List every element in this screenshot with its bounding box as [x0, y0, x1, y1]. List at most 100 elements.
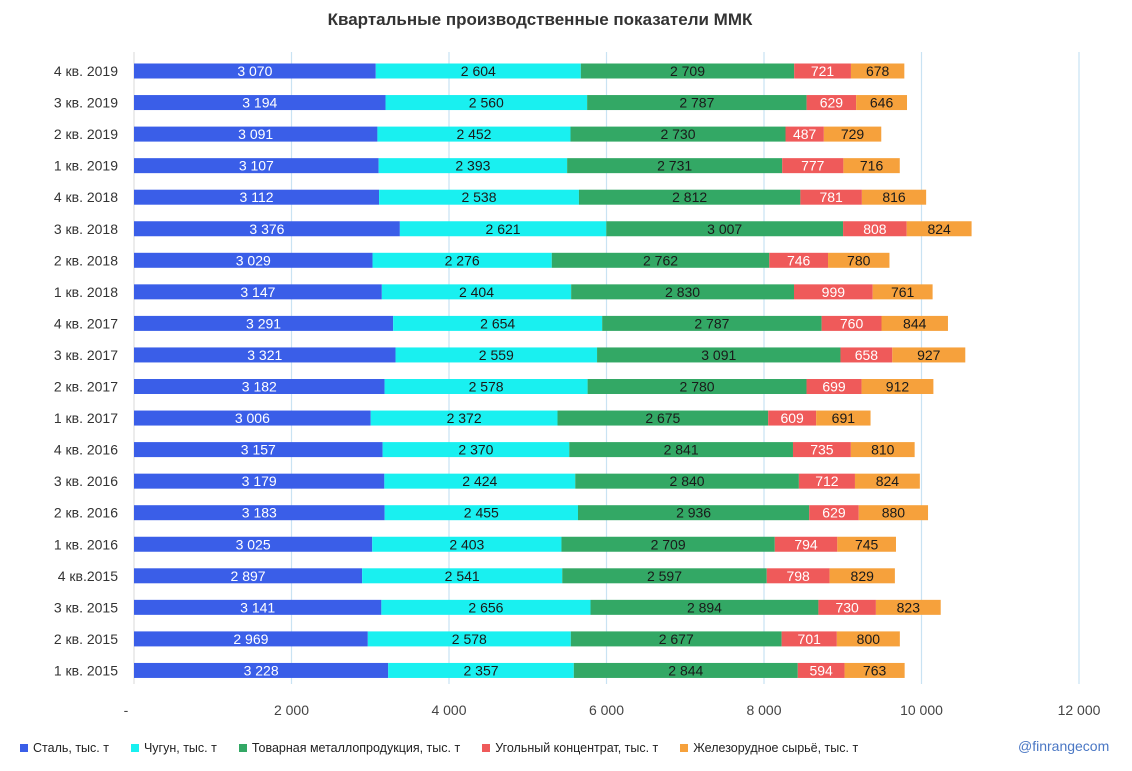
data-label: 2 654: [480, 315, 515, 331]
bar-segment: [843, 221, 907, 237]
data-label: 2 812: [672, 189, 707, 205]
data-label: 2 559: [479, 347, 514, 363]
data-label: 2 538: [461, 189, 496, 205]
category-label: 2 кв. 2016: [54, 505, 118, 521]
data-label: 829: [851, 568, 875, 584]
data-label: 800: [857, 631, 881, 647]
category-label: 2 кв. 2017: [54, 379, 118, 395]
data-label: 2 404: [459, 284, 494, 300]
data-label: 808: [863, 221, 887, 237]
bar-segment: [399, 221, 607, 237]
bar-segment: [785, 126, 824, 142]
data-label: 794: [794, 536, 818, 552]
data-label: 701: [798, 631, 822, 647]
data-label: 912: [886, 379, 910, 395]
data-label: 3 107: [239, 158, 274, 174]
data-label: 780: [847, 252, 871, 268]
bar-segment: [134, 410, 371, 426]
bar-segment: [562, 568, 767, 584]
data-label: 646: [870, 95, 894, 111]
bar-segment: [381, 599, 591, 615]
data-label: 3 112: [240, 189, 274, 205]
data-label: 2 656: [468, 599, 503, 615]
data-label: 2 709: [670, 63, 705, 79]
data-label: 2 276: [445, 252, 480, 268]
x-tick-label: -: [124, 702, 129, 718]
bar-segment: [861, 189, 927, 205]
bar-segment: [551, 252, 770, 268]
data-label: 3 183: [242, 505, 277, 521]
data-label: 816: [882, 189, 906, 205]
data-label: 3 091: [701, 347, 736, 363]
bar-segment: [606, 221, 844, 237]
bar-segment: [134, 599, 382, 615]
category-label: 3 кв. 2019: [54, 95, 118, 111]
data-label: 746: [787, 252, 811, 268]
bar-segment: [561, 536, 775, 552]
bar-segment: [587, 95, 807, 111]
bar-segment: [557, 410, 769, 426]
bar-segment: [844, 662, 905, 678]
bar-segment: [134, 568, 363, 584]
category-label: 4 кв. 2019: [54, 63, 118, 79]
legend-swatch: [130, 744, 139, 752]
data-label: 2 578: [452, 631, 487, 647]
bar-segment: [782, 158, 844, 174]
data-label: 3 091: [238, 126, 273, 142]
data-label: 2 780: [680, 379, 715, 395]
data-label: 2 675: [645, 410, 680, 426]
category-label: 2 кв. 2018: [54, 252, 118, 268]
data-label: 678: [866, 63, 890, 79]
bar-segment: [134, 536, 373, 552]
bar-segment: [134, 126, 378, 142]
legend-item: Угольный концентрат, тыс. т: [482, 741, 658, 755]
data-label: 2 604: [461, 63, 496, 79]
legend-swatch: [482, 744, 491, 752]
bar-segment: [367, 631, 571, 647]
bar-segment: [384, 473, 576, 489]
data-label: 823: [897, 599, 921, 615]
data-label: 3 006: [235, 410, 270, 426]
data-label: 729: [841, 126, 865, 142]
data-label: 2 455: [464, 505, 499, 521]
legend-item: Чугун, тыс. т: [130, 741, 217, 755]
bar-segment: [372, 536, 562, 552]
data-label: 2 424: [462, 473, 497, 489]
bar-segment: [602, 315, 822, 331]
legend-label: Чугун, тыс. т: [143, 741, 217, 755]
bar-segment: [381, 284, 572, 300]
bar-segment: [379, 189, 579, 205]
data-label: 2 840: [670, 473, 705, 489]
x-tick-label: 8 000: [746, 702, 781, 718]
data-label: 2 762: [643, 252, 678, 268]
legend-swatch: [680, 744, 689, 752]
data-label: 2 372: [447, 410, 482, 426]
bar-segment: [850, 442, 915, 458]
category-label: 4 кв. 2017: [54, 315, 118, 331]
data-label: 3 007: [707, 221, 742, 237]
data-label: 2 403: [449, 536, 484, 552]
bar-segment: [840, 347, 893, 363]
category-label: 4 кв.2015: [58, 568, 118, 584]
bar-segment: [872, 284, 933, 300]
bar-segment: [836, 631, 900, 647]
bar-segment: [856, 95, 908, 111]
bar-segment: [850, 63, 905, 79]
bar-segment: [881, 315, 948, 331]
data-label: 763: [863, 662, 887, 678]
legend-label: Товарная металлопродукция, тыс. т: [251, 741, 461, 755]
x-tick-label: 6 000: [589, 702, 624, 718]
data-label: 3 194: [242, 95, 277, 111]
legend-label: Угольный концентрат, тыс. т: [495, 741, 659, 755]
data-label: 3 029: [236, 252, 271, 268]
data-label: 2 578: [469, 379, 504, 395]
bar-segment: [806, 379, 862, 394]
bar-segment: [837, 536, 896, 552]
category-label: 1 кв. 2015: [54, 662, 118, 678]
data-label: 2 541: [445, 568, 480, 584]
legend-item: Сталь, тыс. т: [20, 741, 109, 755]
bar-segment: [906, 221, 972, 237]
data-label: 2 830: [665, 284, 700, 300]
bar-segment: [134, 252, 373, 268]
data-label: 745: [855, 536, 879, 552]
